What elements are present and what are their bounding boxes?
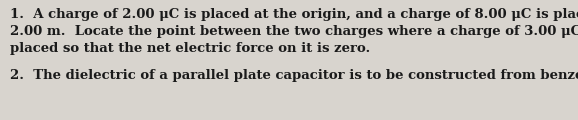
Text: 2.  The dielectric of a parallel plate capacitor is to be constructed from benze: 2. The dielectric of a parallel plate ca… — [10, 69, 578, 82]
Text: 1.  A charge of 2.00 μC is placed at the origin, and a charge of 8.00 μC is plac: 1. A charge of 2.00 μC is placed at the … — [10, 8, 578, 21]
Text: placed so that the net electric force on it is zero.: placed so that the net electric force on… — [10, 42, 370, 55]
Text: 2.00 m.  Locate the point between the two charges where a charge of 3.00 μC shou: 2.00 m. Locate the point between the two… — [10, 25, 578, 38]
